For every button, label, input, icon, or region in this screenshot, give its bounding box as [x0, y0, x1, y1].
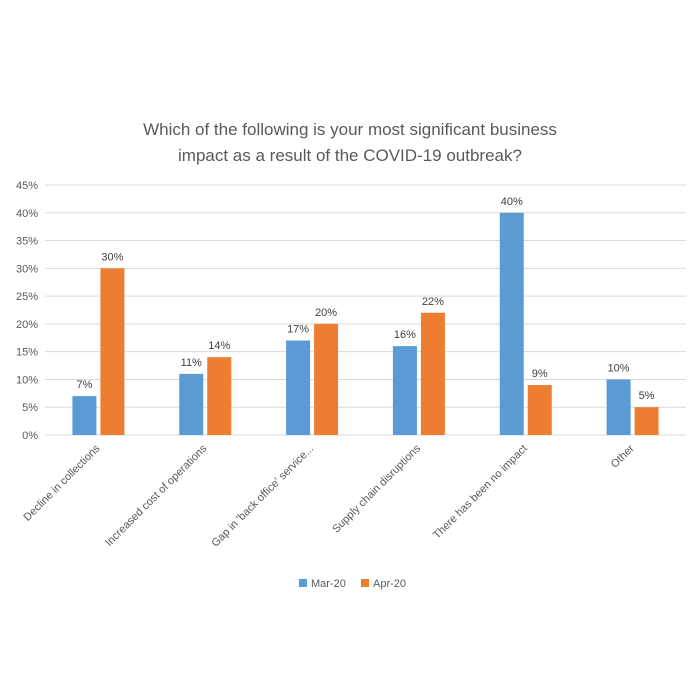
x-category-label: Gap in 'back office' service...: [209, 443, 316, 550]
data-labels: 7% 30% 11% 14% 17% 20% 16% 22% 40% 9% 10% 5%: [76, 196, 654, 402]
y-axis-ticks: 0% 5% 10% 15% 20% 25% 30% 35% 40% 45%: [16, 180, 38, 442]
y-tick-label: 20%: [16, 319, 38, 331]
chart-title-line-2: impact as a result of the COVID-19 outbr…: [178, 146, 522, 165]
bar-mar-20-5: [499, 212, 524, 435]
chart-title-line-1: Which of the following is your most sign…: [143, 120, 557, 139]
bar-apr-20-5: [527, 385, 552, 435]
legend-label: Mar-20: [311, 578, 346, 590]
bar-mar-20-4: [392, 346, 417, 435]
y-tick-label: 10%: [16, 374, 38, 386]
bar-mar-20-2: [179, 373, 204, 435]
x-category-label: Other: [609, 442, 637, 470]
data-label: 5%: [639, 390, 655, 402]
y-tick-label: 35%: [16, 236, 38, 248]
data-label: 11%: [181, 357, 202, 369]
bar-apr-20-2: [207, 357, 232, 435]
data-label: 30%: [101, 251, 123, 263]
bar-apr-20-4: [420, 312, 445, 435]
bar-mar-20-1: [72, 396, 97, 435]
data-label: 16%: [394, 329, 416, 341]
gridlines: [45, 184, 686, 436]
data-label: 20%: [315, 307, 337, 319]
y-tick-label: 45%: [16, 180, 38, 192]
y-tick-label: 30%: [16, 263, 38, 275]
legend-label: Apr-20: [373, 578, 406, 590]
bar-mar-20-3: [286, 340, 311, 435]
bar-apr-20-1: [100, 268, 125, 435]
data-label: 40%: [501, 196, 523, 208]
x-category-label: Decline in collections: [21, 442, 102, 523]
legend-swatch: [361, 579, 369, 587]
data-label: 17%: [287, 324, 309, 336]
data-label: 9%: [532, 368, 548, 380]
bar-apr-20-3: [314, 323, 339, 435]
x-category-label: Increased cost of operations: [103, 442, 210, 549]
legend: Mar-20 Apr-20: [299, 578, 406, 590]
y-tick-label: 0%: [22, 430, 38, 442]
bar-apr-20-6: [634, 407, 659, 435]
x-category-label: There has been no impact: [431, 443, 530, 542]
data-label: 14%: [208, 340, 230, 352]
y-tick-label: 5%: [22, 402, 38, 414]
y-tick-label: 40%: [16, 208, 38, 220]
data-label: 10%: [608, 362, 630, 374]
y-tick-label: 25%: [16, 291, 38, 303]
data-label: 7%: [76, 379, 92, 391]
y-tick-label: 15%: [16, 347, 38, 359]
x-axis-categories: Decline in collections Increased cost of …: [21, 442, 637, 549]
legend-swatch: [299, 579, 307, 587]
bars: [72, 212, 659, 435]
data-label: 22%: [422, 296, 444, 308]
x-category-label: Supply chain disruptions: [330, 442, 423, 535]
bar-mar-20-6: [606, 379, 631, 435]
